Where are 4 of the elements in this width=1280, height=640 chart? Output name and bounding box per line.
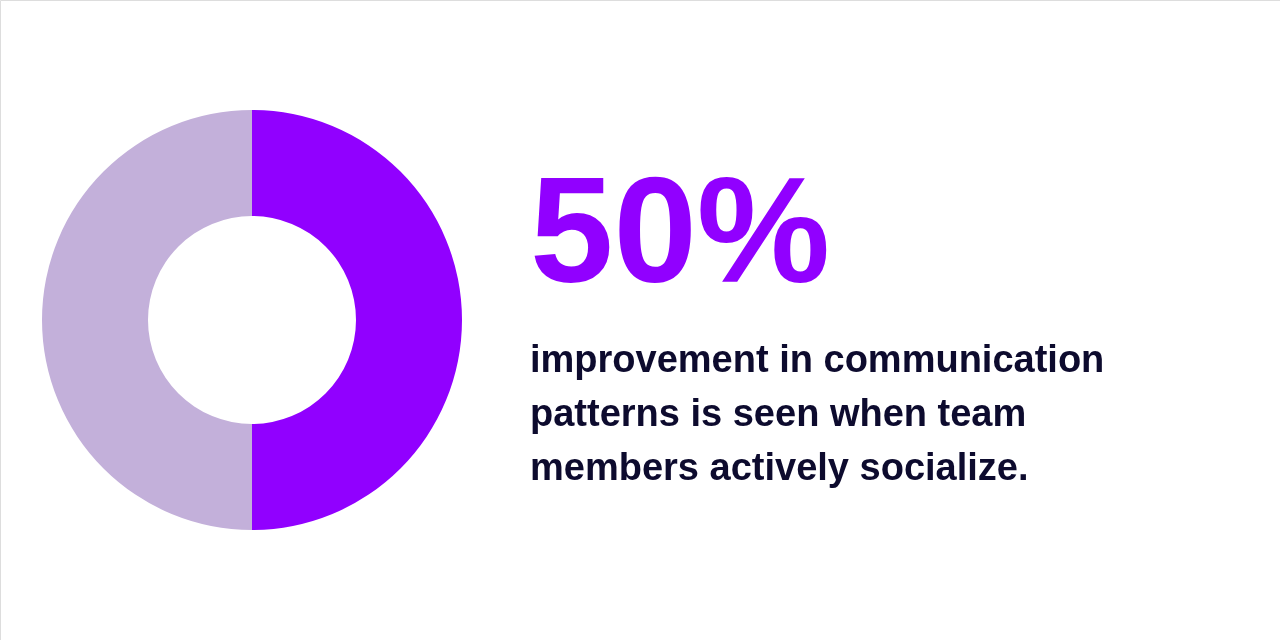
- donut-slice: [42, 110, 252, 530]
- donut-slice: [252, 110, 462, 530]
- text: improvement in communication patterns is seen when team members actively socialize.: [530, 338, 1105, 488]
- data-label: 50%: [530, 146, 831, 314]
